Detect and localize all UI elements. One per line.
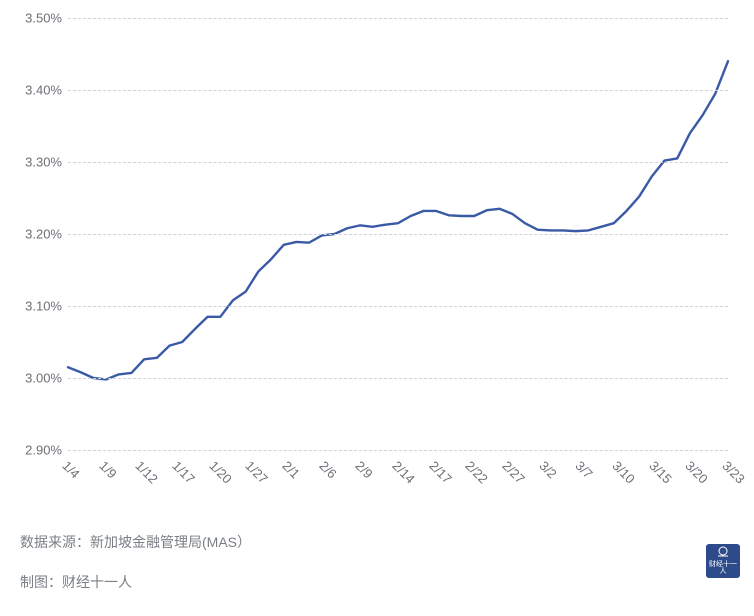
y-axis-label: 3.30% [8, 155, 62, 170]
x-axis-label: 2/14 [389, 458, 418, 487]
x-axis-label: 1/17 [169, 458, 198, 487]
gridline [68, 162, 728, 163]
x-axis-label: 3/10 [609, 458, 638, 487]
author-note: 制图：财经十一人 [20, 572, 132, 592]
y-axis-label: 3.40% [8, 83, 62, 98]
rate-chart: 2.90% 3.00% 3.10% 3.20% 3.30% 3.40% 3.50% 1/4 1… [0, 0, 754, 616]
x-axis-label: 1/4 [59, 458, 82, 481]
x-axis-label: 1/20 [206, 458, 235, 487]
x-axis-label: 2/1 [279, 458, 302, 481]
x-axis-label: 2/6 [316, 458, 339, 481]
y-axis-label: 3.10% [8, 299, 62, 314]
x-axis-label: 2/22 [463, 458, 492, 487]
logo-text: 财经十一人 [706, 561, 740, 576]
x-axis-label: 3/2 [536, 458, 559, 481]
source-note: 数据来源：新加坡金融管理局(MAS） [20, 532, 251, 552]
x-axis-label: 2/17 [426, 458, 455, 487]
author-text: 制图：财经十一人 [20, 574, 132, 590]
y-axis-label: 2.90% [8, 443, 62, 458]
x-axis-label: 2/27 [499, 458, 528, 487]
gridline [68, 378, 728, 379]
brand-logo: 财经十一人 [706, 544, 740, 578]
y-axis-label: 3.20% [8, 227, 62, 242]
x-axis-label: 3/20 [683, 458, 712, 487]
gridline [68, 234, 728, 235]
x-axis-label: 3/23 [719, 458, 748, 487]
source-text: 数据来源：新加坡金融管理局(MAS） [20, 534, 251, 550]
gridline [68, 90, 728, 91]
x-axis-label: 1/27 [243, 458, 272, 487]
x-axis-label: 3/7 [573, 458, 596, 481]
x-axis-label: 1/9 [96, 458, 119, 481]
y-axis-label: 3.50% [8, 11, 62, 26]
y-axis-label: 3.00% [8, 371, 62, 386]
gridline [68, 18, 728, 19]
x-axis-label: 2/9 [353, 458, 376, 481]
x-axis-label: 3/15 [646, 458, 675, 487]
gridline [68, 450, 728, 451]
gridline [68, 306, 728, 307]
x-axis-label: 1/12 [133, 458, 162, 487]
